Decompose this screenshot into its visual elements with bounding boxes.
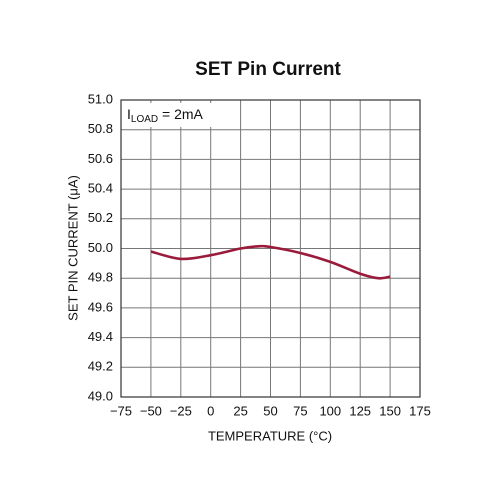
y-tick-label: 50.6: [88, 151, 113, 166]
x-tick-label: 0: [207, 403, 214, 418]
y-tick-label: 51.0: [88, 91, 113, 106]
x-axis-label: TEMPERATURE (°C): [208, 428, 332, 443]
plot-frame: [120, 99, 421, 398]
x-tick-label: 75: [293, 403, 307, 418]
annotation-subscript: LOAD: [131, 114, 158, 125]
x-tick-label: 50: [263, 403, 277, 418]
y-tick-label: 49.4: [88, 329, 113, 344]
annotation: ILOAD = 2mA: [127, 106, 204, 125]
x-tick-label: −75: [110, 403, 132, 418]
y-tick-label: 49.6: [88, 299, 113, 314]
x-tick-label: 100: [319, 403, 341, 418]
y-axis-label: SET PIN CURRENT (μA): [65, 175, 80, 321]
annotation-bg: [123, 103, 213, 127]
x-tick-label: −50: [140, 403, 162, 418]
chart-title: SET Pin Current: [195, 59, 341, 80]
x-tick-label: 150: [379, 403, 401, 418]
data-line: [150, 244, 391, 280]
annotation-symbol: I: [127, 106, 131, 122]
y-tick-label: 49.8: [88, 270, 113, 285]
y-tick-label: 49.2: [88, 359, 113, 374]
y-tick-label: 50.0: [88, 240, 113, 255]
y-tick-label: 50.8: [88, 121, 113, 136]
annotation-text: = 2mA: [158, 106, 203, 122]
x-tick-label: −25: [170, 403, 192, 418]
x-tick-label: 175: [409, 403, 431, 418]
x-tick-label: 25: [233, 403, 247, 418]
x-tick-label: 125: [349, 403, 371, 418]
y-tick-label: 49.0: [88, 388, 113, 403]
y-tick-label: 50.4: [88, 181, 113, 196]
y-tick-label: 50.2: [88, 210, 113, 225]
